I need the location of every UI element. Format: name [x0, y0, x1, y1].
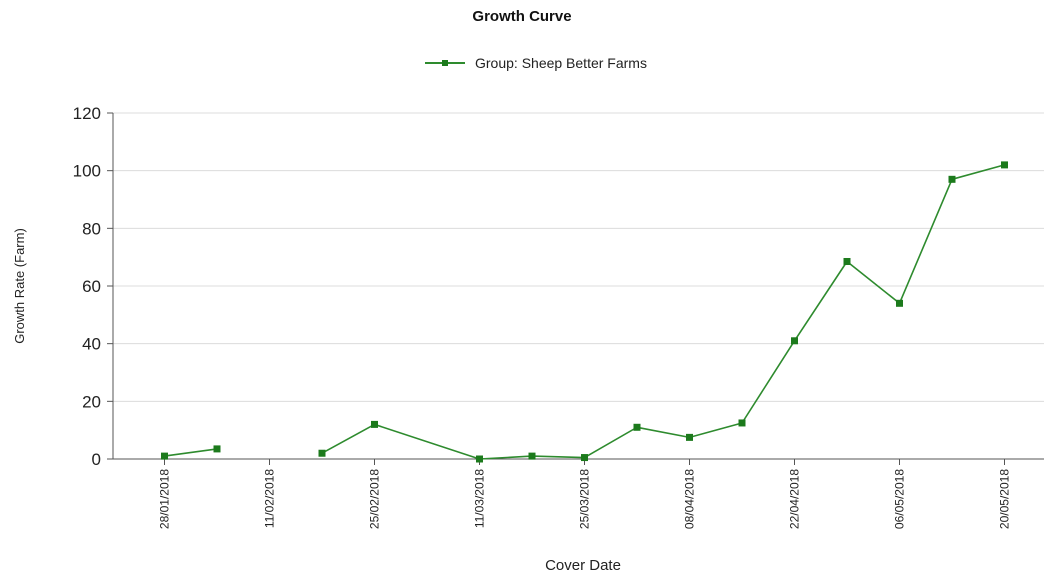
data-point: [371, 420, 378, 428]
series-line: [321, 164, 1005, 460]
legend-label: Group: Sheep Better Farms: [475, 55, 647, 71]
data-point: [318, 449, 326, 457]
y-tick-label: 20: [82, 392, 101, 411]
y-tick-label: 0: [92, 450, 101, 469]
data-point: [896, 299, 903, 307]
y-axis-label: Growth Rate (Farm): [12, 228, 27, 344]
x-tick-label: 28/01/2018: [158, 469, 172, 529]
y-tick-label: 60: [82, 277, 101, 296]
data-point: [791, 337, 798, 345]
x-tick-label: 08/04/2018: [683, 469, 697, 529]
legend-swatch: [425, 56, 465, 70]
y-tick-label: 40: [82, 335, 101, 354]
data-point: [948, 175, 956, 183]
data-point: [843, 257, 851, 265]
x-tick-label: 11/02/2018: [263, 469, 277, 528]
x-tick-label: 22/04/2018: [788, 469, 802, 529]
series-line: [164, 448, 218, 457]
data-point: [633, 423, 641, 431]
data-point: [1001, 161, 1008, 169]
data-point: [738, 419, 746, 427]
x-axis-label: Cover Date: [545, 557, 621, 573]
y-tick-label: 100: [73, 162, 101, 181]
x-tick-label: 11/03/2018: [473, 469, 487, 528]
data-point: [213, 445, 221, 453]
data-point: [686, 433, 693, 441]
data-point: [581, 454, 588, 462]
legend: Group: Sheep Better Farms: [425, 55, 647, 71]
x-tick-label: 25/03/2018: [578, 469, 592, 529]
y-tick-label: 80: [82, 219, 101, 238]
x-tick-label: 20/05/2018: [998, 469, 1012, 529]
data-point: [476, 455, 483, 463]
chart-title: Growth Curve: [472, 8, 572, 25]
x-tick-label: 25/02/2018: [368, 469, 382, 529]
data-point: [528, 452, 536, 460]
x-tick-label: 06/05/2018: [893, 469, 907, 529]
data-point: [161, 452, 168, 460]
y-tick-label: 120: [73, 104, 101, 123]
